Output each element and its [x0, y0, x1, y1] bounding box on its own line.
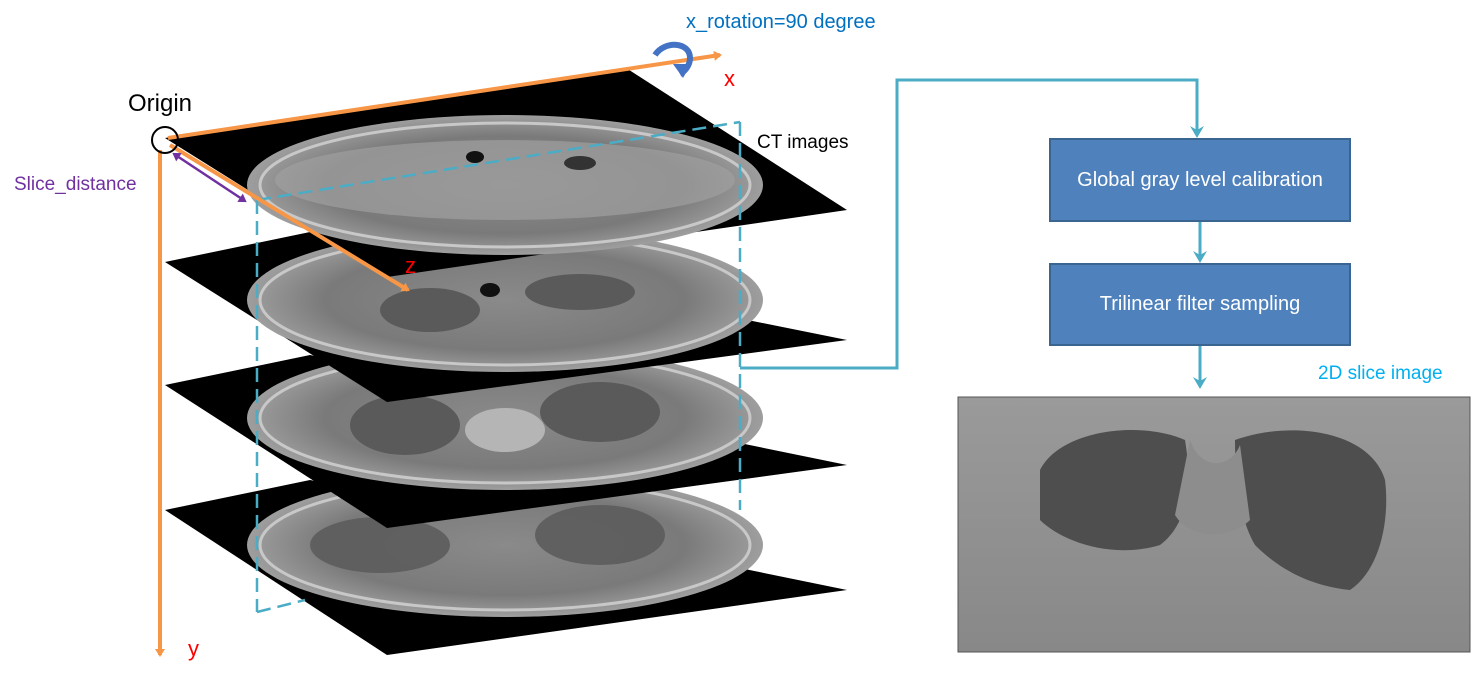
ct-images-label: CT images — [757, 132, 849, 153]
ct-slice-1 — [165, 68, 847, 277]
slice-image-2d — [957, 396, 1471, 653]
axis-z-label: z — [405, 253, 416, 278]
ct-slice-3 — [165, 346, 847, 528]
axis-x-line — [167, 50, 722, 140]
rotation-label: x_rotation=90 degree — [686, 11, 876, 33]
axis-x-label: x — [724, 66, 735, 91]
origin-circle-icon — [151, 126, 179, 154]
reslice-plane — [255, 120, 742, 614]
slice-distance-arrow — [172, 152, 247, 203]
axis-y-label: y — [188, 636, 199, 661]
slice-image-label: 2D slice image — [1318, 363, 1443, 384]
flow-connector — [740, 78, 1204, 370]
step-trilinear-filter-sampling: Trilinear filter sampling — [1049, 263, 1351, 346]
step-global-gray-level-calibration: Global gray level calibration — [1049, 138, 1351, 222]
curved-rotation-arrow-icon — [652, 41, 694, 78]
slice-distance-label: Slice_distance — [14, 174, 137, 195]
origin-label: Origin — [128, 90, 193, 117]
